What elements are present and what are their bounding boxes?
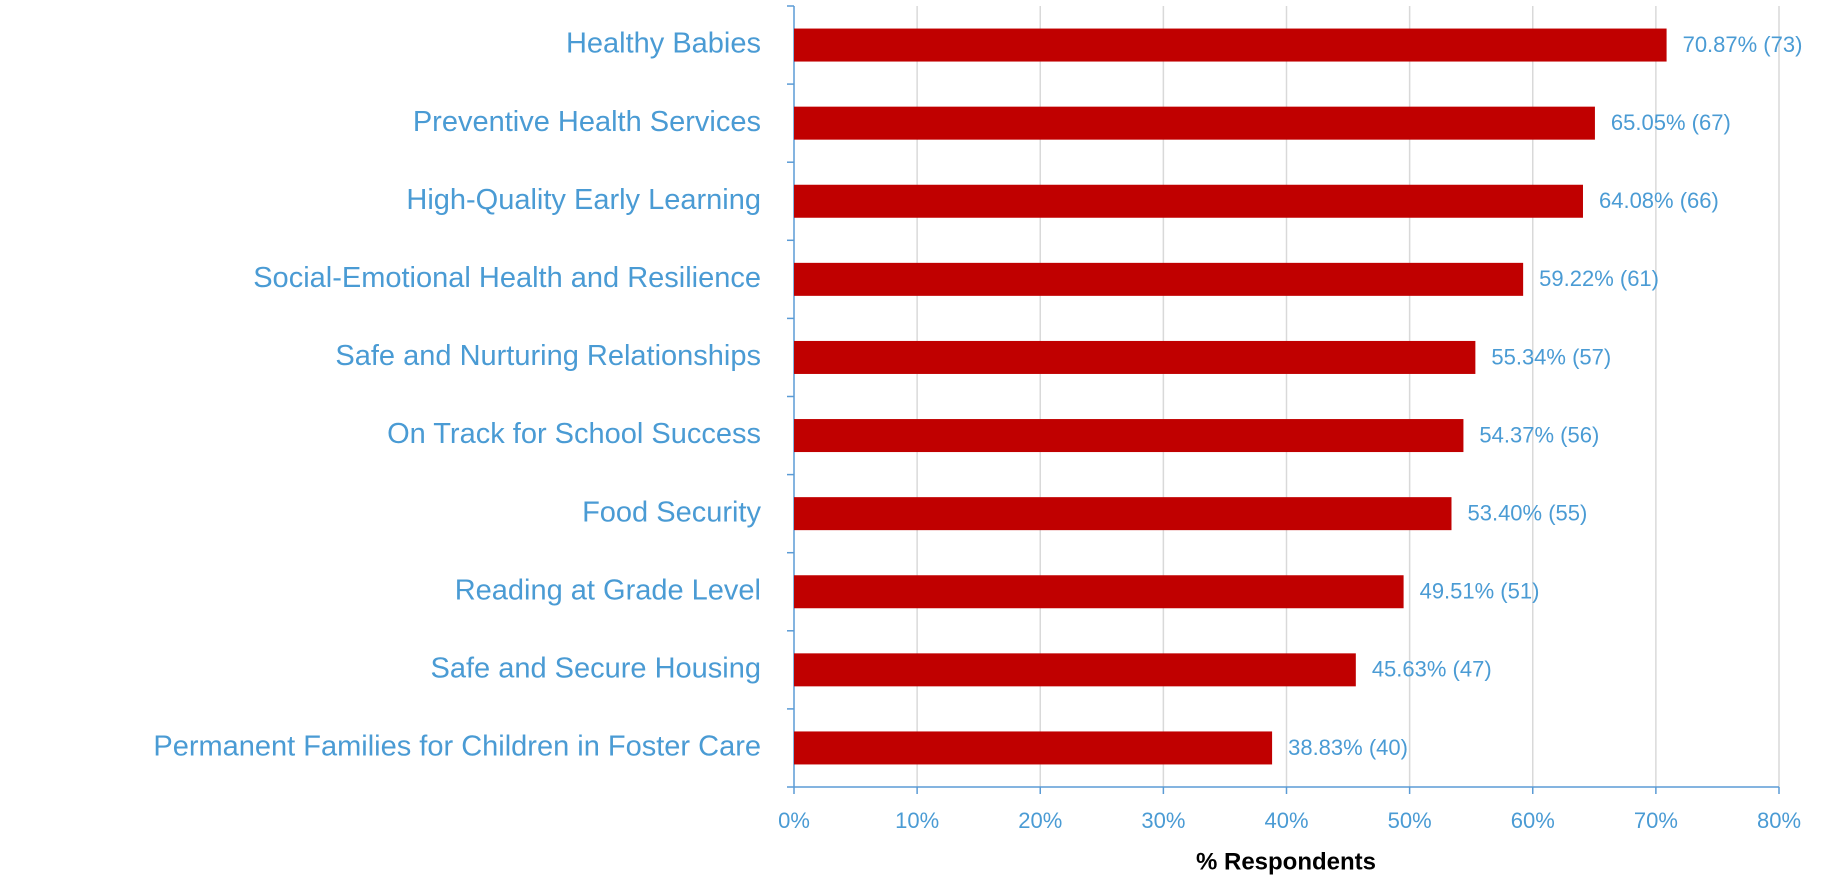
value-label: 54.37% (56) [1479,422,1599,447]
x-tick-label: 80% [1757,808,1801,833]
value-label: 65.05% (67) [1611,110,1731,135]
x-tick-label: 30% [1141,808,1185,833]
bar [794,184,1583,218]
bar [794,106,1595,140]
value-label: 64.08% (66) [1599,188,1719,213]
y-tick-label: Safe and Secure Housing [431,653,762,685]
x-tick-label: 40% [1264,808,1308,833]
bar [794,419,1464,453]
x-tick-label: 10% [895,808,939,833]
y-tick-label: Reading at Grade Level [455,574,761,606]
value-label: 45.63% (47) [1372,657,1492,682]
bar [794,340,1476,374]
bar [794,731,1273,765]
bar [794,28,1667,62]
bar [794,653,1356,687]
y-tick-label: Safe and Nurturing Relationships [335,340,761,372]
x-tick-label: 0% [778,808,810,833]
y-tick-label: Food Security [582,496,761,528]
bar [794,575,1404,609]
bar [794,262,1524,296]
x-tick-label: 60% [1511,808,1555,833]
value-label: 70.87% (73) [1683,32,1803,57]
x-tick-label: 20% [1018,808,1062,833]
value-label: 59.22% (61) [1539,266,1659,291]
value-label: 38.83% (40) [1288,735,1408,760]
x-tick-label: 50% [1388,808,1432,833]
x-axis-title: % Respondents [1196,848,1376,875]
bar [794,497,1452,531]
y-tick-label: Permanent Families for Children in Foste… [153,731,761,763]
y-tick-label: Healthy Babies [566,28,761,60]
value-label: 49.51% (51) [1420,579,1540,604]
value-label: 53.40% (55) [1467,500,1587,525]
x-tick-label: 70% [1634,808,1678,833]
value-label: 55.34% (57) [1491,344,1611,369]
y-tick-label: High-Quality Early Learning [406,184,761,216]
y-tick-label: Social-Emotional Health and Resilience [253,262,761,294]
y-tick-label: Preventive Health Services [413,106,761,138]
y-tick-label: On Track for School Success [387,418,761,450]
